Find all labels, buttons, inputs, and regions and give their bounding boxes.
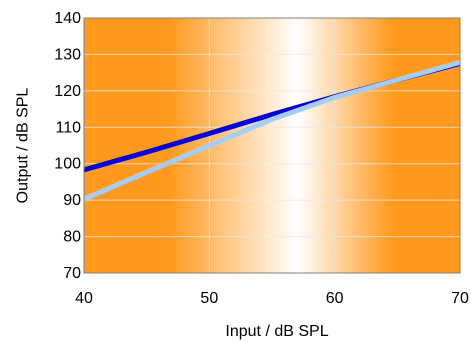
y-tick-label: 120 xyxy=(54,83,81,100)
y-tick-label: 130 xyxy=(54,46,81,63)
y-tick-label: 100 xyxy=(54,156,81,173)
y-axis-tick-labels: 70 80 90 100 110 120 130 140 xyxy=(54,10,81,282)
series-line-2 xyxy=(83,59,461,202)
plot-border xyxy=(83,17,461,274)
x-tick-label: 40 xyxy=(75,290,93,307)
y-tick-label: 70 xyxy=(63,265,81,282)
y-tick-label: 80 xyxy=(63,229,81,246)
x-axis-label: Input / dB SPL xyxy=(225,323,328,340)
y-tick-label: 110 xyxy=(55,119,81,136)
y-axis-label: Output / dB SPL xyxy=(15,88,32,204)
y-tick-label: 90 xyxy=(63,192,81,209)
series-group xyxy=(83,59,461,202)
x-tick-label: 70 xyxy=(451,290,469,307)
x-tick-label: 60 xyxy=(326,290,344,307)
plot-area xyxy=(83,17,461,274)
x-tick-label: 50 xyxy=(200,290,218,307)
x-axis-tick-labels: 40 50 60 70 xyxy=(75,290,469,307)
y-tick-label: 140 xyxy=(54,10,81,27)
plot-background xyxy=(84,18,460,273)
